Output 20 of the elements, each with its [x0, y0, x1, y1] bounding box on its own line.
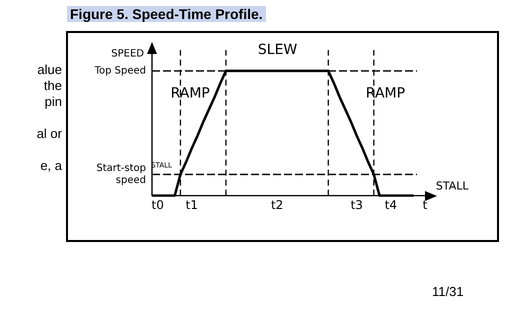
annotation: RAMP — [366, 86, 406, 102]
text: al or — [36, 126, 62, 141]
text: alue — [37, 62, 62, 77]
ref-line-label: Top Speed — [94, 66, 146, 77]
text: pin — [44, 94, 62, 109]
x-tick-label: t2 — [270, 198, 284, 212]
ref-line-label: Start-stop speed — [96, 163, 146, 186]
x-tick-label: t3 — [350, 198, 363, 212]
y-axis-title: SPEED — [111, 48, 144, 60]
x-tick-label: t — [422, 198, 428, 212]
chart-title: Figure 5. Speed-Time Profile. — [67, 6, 266, 22]
x-tick-label: t4 — [384, 198, 398, 212]
text: the — [44, 78, 62, 93]
text: e, a — [40, 158, 62, 173]
x-tick-label: t0 — [152, 198, 164, 212]
text: STALL — [436, 179, 470, 192]
text: SLEW — [258, 42, 298, 58]
annotation: RAMP — [170, 86, 210, 102]
text: 11/31 — [432, 284, 464, 299]
x-tick-label: t1 — [186, 198, 198, 212]
